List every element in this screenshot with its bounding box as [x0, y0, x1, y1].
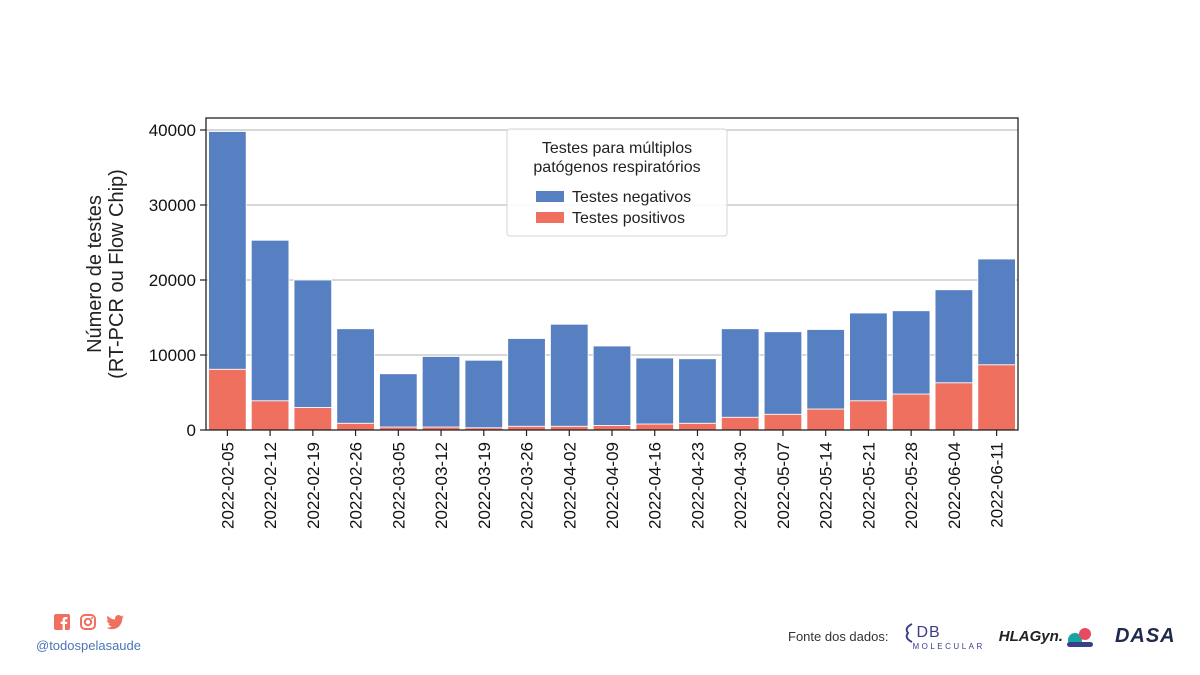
bar-negative-2022-03-19 — [464, 359, 503, 429]
legend-title-line-1: Testes para múltiplos — [542, 140, 692, 157]
bar-positive-2022-04-23 — [678, 422, 717, 431]
x-tick-label-2022-04-30: 2022-04-30 — [731, 442, 750, 529]
x-tick-label-2022-04-16: 2022-04-16 — [646, 442, 665, 529]
bar-negative-2022-03-12 — [421, 356, 461, 428]
legend: Testes para múltiplos patógenos respirató… — [506, 128, 728, 237]
bar-negative-2022-06-04 — [934, 289, 974, 384]
x-tick-label-2022-02-05: 2022-02-05 — [218, 442, 237, 529]
x-tick-label-2022-03-12: 2022-03-12 — [432, 442, 451, 529]
bar-positive-2022-02-12 — [250, 400, 290, 431]
source-label: Fonte dos dados: — [788, 629, 889, 644]
twitter-icon[interactable] — [106, 614, 124, 630]
bar-negative-2022-02-12 — [250, 239, 290, 402]
bar-negative-2022-05-07 — [763, 331, 803, 415]
legend-box — [506, 128, 728, 237]
bar-positive-2022-02-19 — [293, 407, 333, 431]
bar-negative-2022-05-21 — [849, 312, 888, 402]
bar-positive-2022-04-30 — [721, 416, 760, 431]
y-tick-label-20000: 20000 — [149, 271, 196, 290]
x-tick-label-2022-04-23: 2022-04-23 — [688, 442, 707, 529]
x-tick-label-2022-06-04: 2022-06-04 — [945, 442, 964, 529]
x-tick-label-2022-06-11: 2022-06-11 — [988, 442, 1007, 528]
hlagyn-mark-icon — [1066, 627, 1093, 647]
bar-positive-2022-05-21 — [849, 400, 888, 431]
bar-positive-2022-04-09 — [592, 425, 632, 431]
y-axis-label-line-2: (RT-PCR ou Flow Chip) — [106, 169, 128, 379]
y-tick-label-40000: 40000 — [149, 121, 196, 140]
bar-negative-2022-03-05 — [379, 373, 418, 428]
bar-positive-2022-05-14 — [806, 408, 845, 431]
bar-negative-2022-02-19 — [293, 279, 333, 408]
x-tick-label-2022-02-19: 2022-02-19 — [304, 442, 323, 529]
hlagyn-logo: HLAGyn. — [999, 624, 1097, 650]
hlagyn-logo-text: HLAGyn. — [998, 628, 1063, 645]
db-logo-subtext: MOLECULAR — [912, 642, 985, 651]
bar-positive-2022-02-26 — [336, 422, 375, 431]
y-axis-ticks: 0 10000 20000 30000 40000 — [149, 121, 206, 440]
bar-positive-2022-02-05 — [208, 368, 247, 431]
bar-negative-2022-02-05 — [208, 131, 247, 370]
x-tick-label-2022-03-05: 2022-03-05 — [389, 442, 408, 529]
x-tick-label-2022-05-21: 2022-05-21 — [859, 442, 878, 529]
social-links — [54, 614, 124, 630]
y-axis-label-line-1: Número de testes — [84, 195, 106, 353]
db-logo-text: DB — [916, 624, 941, 641]
x-tick-label-2022-04-02: 2022-04-02 — [560, 442, 579, 529]
legend-swatch-2 — [536, 212, 564, 223]
y-tick-label-0: 0 — [187, 421, 196, 440]
bar-positive-2022-04-16 — [635, 423, 674, 431]
y-tick-label-10000: 10000 — [149, 346, 196, 365]
x-tick-label-2022-05-28: 2022-05-28 — [902, 442, 921, 529]
bar-positive-2022-05-28 — [891, 393, 931, 431]
bar-positive-2022-06-11 — [977, 364, 1016, 431]
facebook-icon[interactable] — [54, 614, 70, 630]
bar-negative-2022-04-02 — [550, 323, 589, 427]
bars — [208, 131, 1016, 431]
bar-negative-2022-05-28 — [891, 310, 931, 395]
bar-negative-2022-03-26 — [507, 338, 546, 427]
y-axis-label: Número de testes (RT-PCR ou Flow Chip) — [84, 169, 128, 379]
dasa-logo: DASA — [1114, 625, 1176, 647]
bar-negative-2022-04-16 — [635, 357, 674, 425]
x-tick-label-2022-05-07: 2022-05-07 — [774, 442, 793, 529]
bar-negative-2022-06-11 — [977, 258, 1016, 366]
data-source-credits: Fonte dos dados: DB MOLECULAR HLAGyn. DA… — [788, 622, 1176, 651]
db-molecular-mark-icon — [906, 623, 913, 643]
x-axis-ticks: 2022-02-05 2022-02-12 2022-02-19 2022-02-26… — [218, 430, 1007, 529]
x-tick-label-2022-05-14: 2022-05-14 — [817, 442, 836, 529]
bar-positive-2022-06-04 — [934, 382, 974, 431]
x-tick-label-2022-02-26: 2022-02-26 — [347, 442, 366, 529]
instagram-icon[interactable] — [80, 614, 96, 630]
social-handle[interactable]: @todospelasaude — [36, 638, 141, 653]
bar-negative-2022-04-23 — [678, 358, 717, 424]
bar-positive-2022-05-07 — [763, 413, 803, 431]
bar-negative-2022-04-30 — [721, 328, 760, 418]
y-tick-label-30000: 30000 — [149, 196, 196, 215]
x-tick-label-2022-03-19: 2022-03-19 — [475, 442, 494, 529]
db-molecular-logo: DB MOLECULAR — [902, 622, 984, 651]
bar-negative-2022-05-14 — [806, 329, 845, 410]
legend-entry-1: Testes negativos — [572, 189, 691, 206]
legend-swatch-1 — [536, 191, 564, 202]
bar-negative-2022-04-09 — [592, 345, 632, 426]
legend-entry-2: Testes positivos — [572, 210, 685, 227]
x-tick-label-2022-03-26: 2022-03-26 — [518, 442, 537, 529]
bar-negative-2022-02-26 — [336, 328, 375, 424]
legend-title-line-2: patógenos respiratórios — [533, 159, 700, 176]
x-tick-label-2022-04-09: 2022-04-09 — [603, 442, 622, 529]
x-tick-label-2022-02-12: 2022-02-12 — [261, 442, 280, 529]
